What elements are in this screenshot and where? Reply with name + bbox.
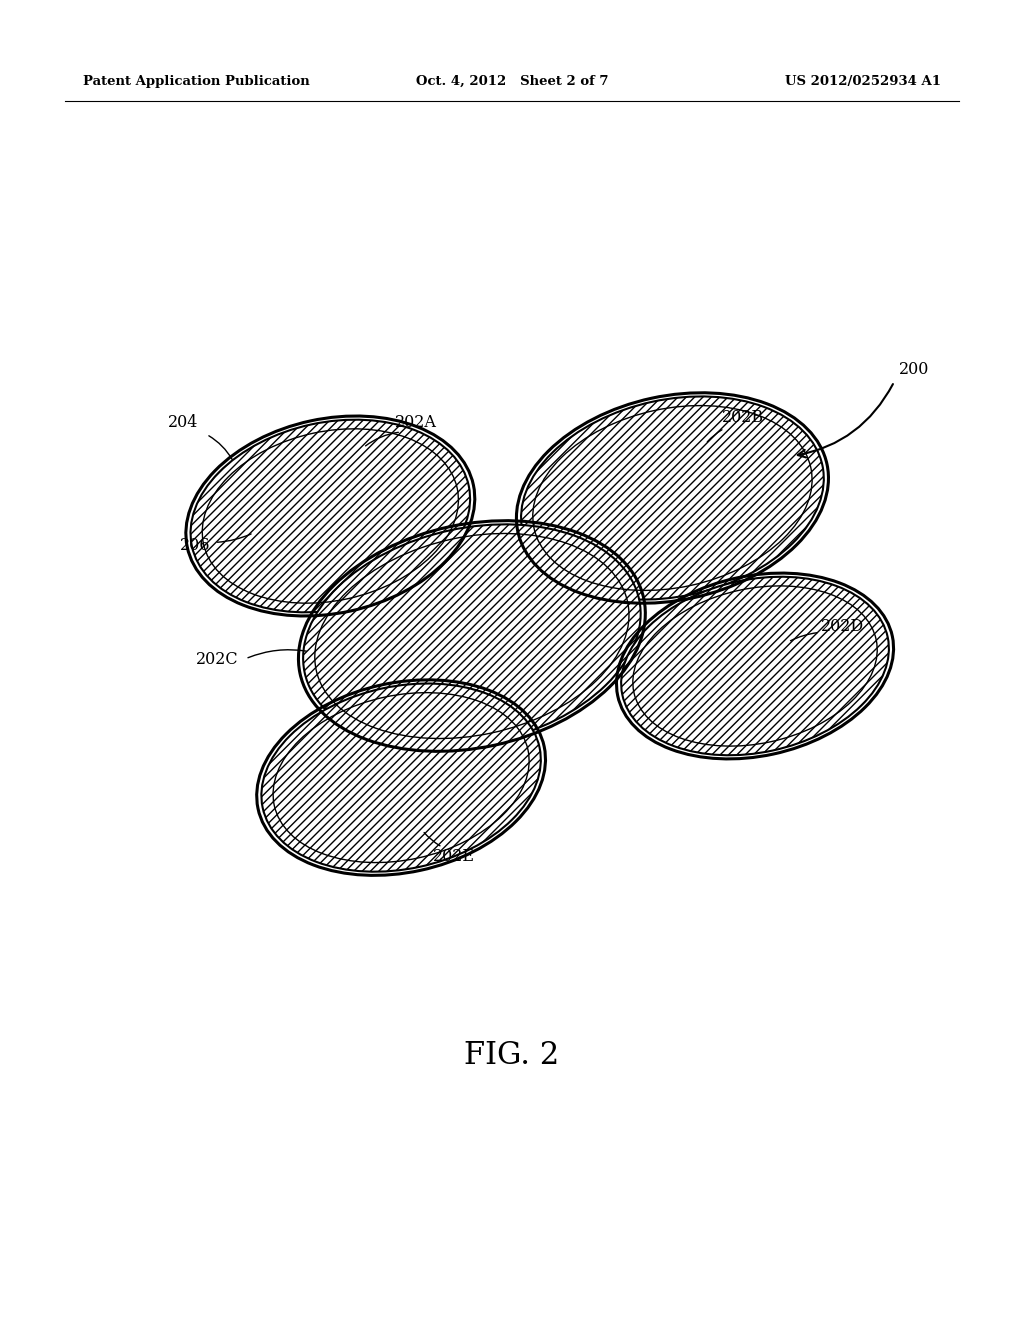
Ellipse shape <box>622 577 889 755</box>
Ellipse shape <box>190 420 470 612</box>
Ellipse shape <box>298 520 645 751</box>
Ellipse shape <box>261 684 541 871</box>
Text: 204: 204 <box>168 414 199 430</box>
Text: FIG. 2: FIG. 2 <box>464 1040 560 1072</box>
Text: 200: 200 <box>899 362 930 378</box>
Ellipse shape <box>516 393 828 603</box>
Text: 202B: 202B <box>722 409 764 426</box>
Ellipse shape <box>186 416 475 616</box>
Ellipse shape <box>257 680 546 875</box>
Ellipse shape <box>521 396 823 599</box>
Text: 202C: 202C <box>196 652 239 668</box>
Text: 206: 206 <box>179 537 210 554</box>
Text: Patent Application Publication: Patent Application Publication <box>83 75 309 88</box>
Text: 202E: 202E <box>433 849 475 866</box>
Text: 202A: 202A <box>395 414 437 430</box>
Text: 202D: 202D <box>821 618 864 635</box>
Text: Oct. 4, 2012   Sheet 2 of 7: Oct. 4, 2012 Sheet 2 of 7 <box>416 75 608 88</box>
Text: US 2012/0252934 A1: US 2012/0252934 A1 <box>785 75 941 88</box>
Ellipse shape <box>303 524 641 747</box>
Ellipse shape <box>616 573 894 759</box>
